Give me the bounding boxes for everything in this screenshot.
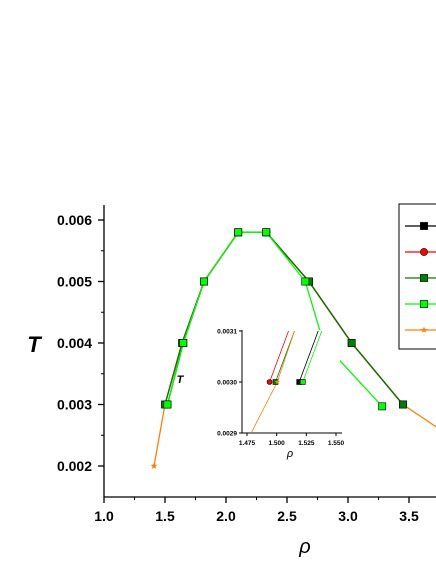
x-tick-label: 2.0 (216, 508, 236, 524)
inset-x-tick-label: 1.550 (328, 440, 345, 447)
data-point (262, 228, 271, 237)
inset-x-axis-label: ρ (286, 448, 293, 460)
legend-marker (420, 326, 428, 333)
inset-y-tick-label: 0.0031 (217, 329, 237, 336)
data-point (378, 402, 387, 411)
inset-y-tick-label: 0.0030 (217, 380, 237, 387)
data-point (347, 339, 356, 347)
x-tick-label: 3.5 (399, 508, 419, 524)
inset-data-point (274, 379, 280, 385)
y-tick-label: 0.004 (57, 335, 92, 351)
legend-box (398, 203, 436, 350)
data-point (179, 339, 188, 347)
legend-marker (420, 274, 428, 282)
inset-series-line (269, 330, 289, 383)
x-tick-label: 1.5 (155, 508, 175, 524)
legend-marker (420, 300, 428, 308)
legend-marker (420, 222, 428, 230)
y-tick-label: 0.002 (57, 458, 92, 474)
y-tick-label: 0.005 (57, 274, 92, 290)
inset-y-axis-label: T (177, 374, 185, 386)
inset-data-point (266, 379, 273, 385)
inset-series-line (302, 330, 323, 383)
inset-plot: 1.475 1.500 1.525 1.550 0.0029 0.0030 0.0031 ρ T (177, 329, 345, 461)
inset-x-tick-label: 1.475 (239, 440, 256, 447)
data-point (398, 400, 407, 409)
inset-y-tick-label: 0.0029 (217, 431, 237, 438)
data-point (301, 277, 310, 286)
legend-marker (420, 248, 428, 256)
x-tick-label: 1.0 (94, 508, 114, 524)
x-tick-label: 3.0 (338, 508, 358, 524)
inset-series-line (298, 330, 319, 383)
x-axis-label: ρ (298, 536, 310, 558)
x-tick-label: 2.5 (277, 508, 297, 524)
main-plot: 1.0 1.5 2.0 2.5 3.0 3.5 0.002 0.003 0.004 0.005 0.… (27, 205, 436, 558)
inset-series-group (250, 330, 323, 433)
inset-background (242, 330, 340, 433)
inset-x-tick-label: 1.525 (298, 440, 315, 447)
inset-x-tick-label: 1.500 (269, 440, 286, 447)
data-point (163, 400, 172, 409)
inset-series-line (250, 330, 295, 433)
y-axis-label: T (27, 332, 42, 357)
data-point (200, 277, 208, 286)
y-tick-label: 0.003 (57, 397, 92, 413)
y-tick-label: 0.006 (57, 212, 92, 228)
data-point (150, 462, 158, 469)
legend (398, 203, 436, 350)
inset-data-point (299, 379, 306, 385)
data-point (234, 228, 243, 237)
